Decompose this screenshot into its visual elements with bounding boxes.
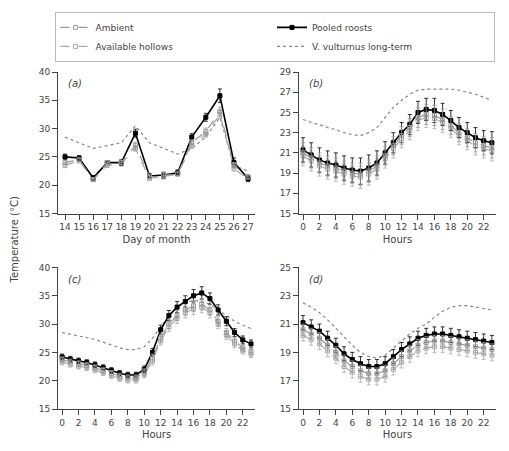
svg-text:Ambient: Ambient: [96, 23, 134, 33]
svg-text:0: 0: [300, 418, 306, 428]
svg-text:Temperature (°C): Temperature (°C): [9, 196, 20, 283]
svg-text:6: 6: [109, 418, 115, 428]
svg-text:14: 14: [171, 418, 183, 428]
svg-text:(b): (b): [309, 78, 323, 89]
svg-text:V. vulturnus long-term: V. vulturnus long-term: [312, 42, 412, 52]
svg-text:8: 8: [125, 418, 131, 428]
svg-text:Day of month: Day of month: [122, 234, 190, 245]
svg-text:(d): (d): [309, 274, 323, 285]
svg-text:17: 17: [102, 222, 113, 232]
svg-text:2: 2: [317, 418, 323, 428]
svg-text:20: 20: [39, 180, 51, 190]
svg-text:19: 19: [280, 348, 292, 358]
svg-text:15: 15: [39, 209, 50, 219]
svg-text:25: 25: [39, 348, 50, 358]
svg-text:15: 15: [39, 404, 50, 414]
svg-text:15: 15: [280, 209, 291, 219]
svg-text:14: 14: [59, 222, 71, 232]
svg-text:0: 0: [300, 222, 306, 232]
svg-text:12: 12: [396, 418, 407, 428]
svg-text:16: 16: [429, 418, 441, 428]
svg-text:18: 18: [445, 222, 457, 232]
svg-text:18: 18: [204, 418, 216, 428]
svg-text:4: 4: [92, 418, 98, 428]
svg-text:12: 12: [155, 418, 166, 428]
svg-text:22: 22: [237, 418, 248, 428]
svg-text:18: 18: [116, 222, 128, 232]
svg-text:Hours: Hours: [383, 429, 412, 440]
svg-text:14: 14: [412, 222, 424, 232]
svg-text:20: 20: [221, 418, 233, 428]
svg-text:Available hollows: Available hollows: [96, 42, 174, 52]
svg-text:0: 0: [59, 418, 65, 428]
svg-text:10: 10: [379, 418, 391, 428]
svg-text:17: 17: [280, 188, 291, 198]
svg-text:16: 16: [188, 418, 200, 428]
svg-text:17: 17: [280, 376, 291, 386]
svg-text:40: 40: [39, 67, 51, 77]
svg-text:35: 35: [39, 95, 50, 105]
svg-text:25: 25: [39, 152, 50, 162]
svg-text:15: 15: [280, 404, 291, 414]
svg-text:25: 25: [214, 222, 225, 232]
svg-text:23: 23: [186, 222, 197, 232]
svg-text:14: 14: [412, 418, 424, 428]
svg-text:25: 25: [280, 108, 291, 118]
svg-text:22: 22: [172, 222, 183, 232]
svg-text:21: 21: [158, 222, 169, 232]
svg-text:16: 16: [87, 222, 99, 232]
svg-text:23: 23: [280, 128, 291, 138]
svg-text:24: 24: [200, 222, 212, 232]
svg-text:27: 27: [242, 222, 253, 232]
svg-text:19: 19: [130, 222, 142, 232]
svg-text:29: 29: [280, 67, 292, 77]
svg-text:27: 27: [280, 87, 291, 97]
svg-text:4: 4: [333, 222, 339, 232]
svg-text:Hours: Hours: [142, 429, 171, 440]
svg-text:21: 21: [280, 148, 291, 158]
svg-text:12: 12: [396, 222, 407, 232]
svg-text:20: 20: [462, 222, 474, 232]
svg-text:22: 22: [478, 222, 489, 232]
svg-text:Pooled roosts: Pooled roosts: [312, 23, 372, 33]
svg-text:(a): (a): [68, 78, 82, 89]
svg-text:26: 26: [228, 222, 240, 232]
svg-text:25: 25: [280, 263, 291, 273]
svg-text:21: 21: [280, 319, 291, 329]
svg-text:20: 20: [144, 222, 156, 232]
svg-text:22: 22: [478, 418, 489, 428]
svg-text:30: 30: [39, 319, 51, 329]
svg-text:20: 20: [462, 418, 474, 428]
svg-text:20: 20: [39, 376, 51, 386]
svg-text:(c): (c): [68, 274, 81, 285]
svg-text:2: 2: [317, 222, 323, 232]
svg-text:15: 15: [73, 222, 84, 232]
svg-text:18: 18: [445, 418, 457, 428]
svg-text:8: 8: [366, 222, 372, 232]
svg-text:30: 30: [39, 124, 51, 134]
svg-text:10: 10: [379, 222, 391, 232]
svg-text:16: 16: [429, 222, 441, 232]
svg-text:19: 19: [280, 168, 292, 178]
svg-text:Hours: Hours: [383, 234, 412, 245]
svg-text:4: 4: [333, 418, 339, 428]
svg-text:8: 8: [366, 418, 372, 428]
svg-text:6: 6: [349, 418, 355, 428]
svg-text:10: 10: [139, 418, 151, 428]
svg-text:6: 6: [349, 222, 355, 232]
svg-text:35: 35: [39, 291, 50, 301]
svg-text:23: 23: [280, 291, 291, 301]
svg-text:40: 40: [39, 263, 51, 273]
svg-text:2: 2: [76, 418, 82, 428]
